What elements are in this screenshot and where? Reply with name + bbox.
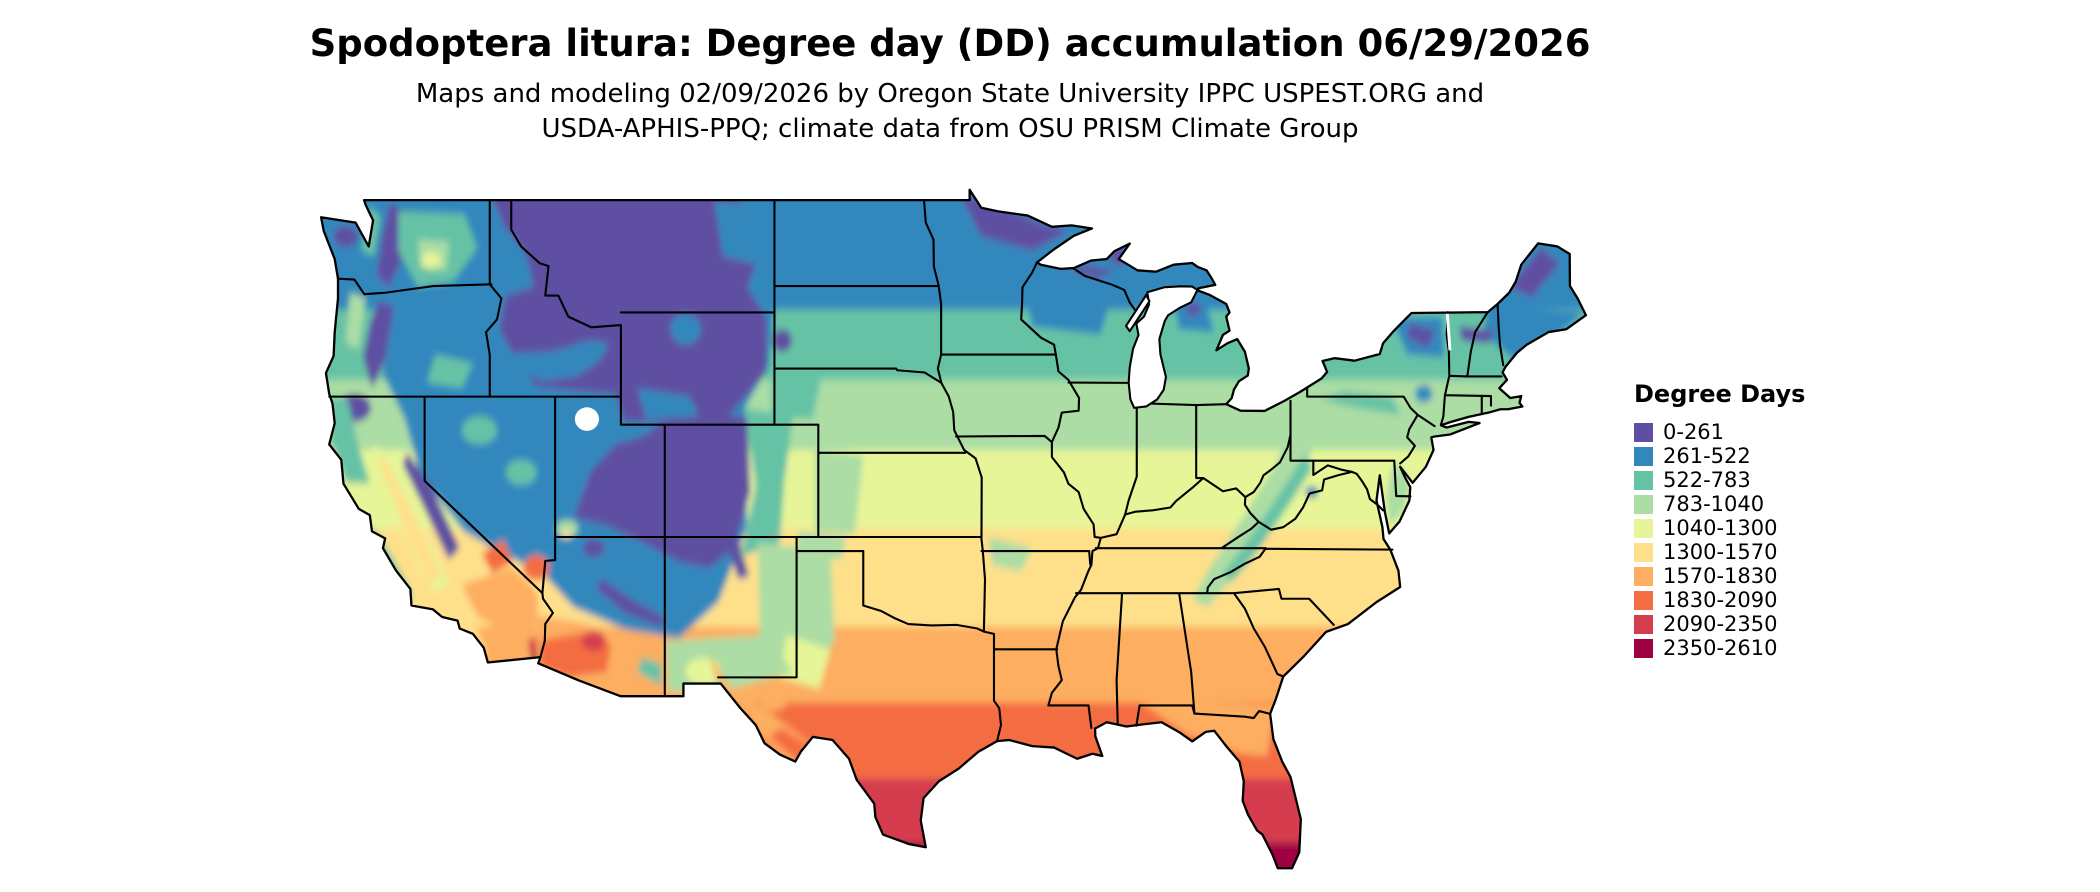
attribution: Maps and modeling 02/09/2026 by Oregon S… [0, 77, 1900, 147]
legend-label: 1830-2090 [1663, 588, 1778, 612]
lake-michigan [1129, 286, 1198, 408]
legend-row: 1040-1300 [1634, 516, 1805, 540]
attribution-line-1: Maps and modeling 02/09/2026 by Oregon S… [415, 79, 1485, 109]
legend-swatch [1634, 590, 1653, 610]
legend-row: 783-1040 [1634, 492, 1805, 516]
legend-swatch [1634, 518, 1653, 538]
legend-swatch [1634, 566, 1653, 586]
map-container [304, 186, 1598, 888]
legend-row: 261-522 [1634, 444, 1805, 468]
legend-items: 0-261 261-522 522-783 783-1040 1040-1300… [1634, 420, 1805, 660]
legend-swatch [1634, 494, 1653, 514]
legend-row: 1570-1830 [1634, 564, 1805, 588]
legend-label: 0-261 [1663, 420, 1725, 444]
great-salt-lake [574, 407, 599, 431]
legend-swatch [1634, 614, 1653, 634]
legend-swatch [1634, 422, 1653, 442]
legend-swatch [1634, 470, 1653, 490]
legend-label: 261-522 [1663, 444, 1751, 468]
legend-row: 2350-2610 [1634, 636, 1805, 660]
legend-row: 1300-1570 [1634, 540, 1805, 564]
legend-swatch [1634, 446, 1653, 466]
legend-title: Degree Days [1634, 380, 1806, 408]
legend-label: 783-1040 [1663, 492, 1765, 516]
state-borders [329, 200, 1503, 741]
legend-label: 2350-2610 [1663, 636, 1778, 660]
green-bay [1126, 295, 1149, 331]
legend-row: 1830-2090 [1634, 588, 1805, 612]
legend-row: 2090-2350 [1634, 612, 1805, 636]
legend-swatch [1634, 638, 1653, 658]
legend-label: 2090-2350 [1663, 612, 1778, 636]
page-title: Spodoptera litura: Degree day (DD) accum… [309, 22, 1591, 65]
legend: Degree Days 0-261 261-522 522-783 783-10… [1634, 380, 1805, 660]
legend-label: 522-783 [1663, 468, 1751, 492]
legend-label: 1570-1830 [1663, 564, 1778, 588]
lake-champlain [1447, 314, 1450, 350]
us-map [304, 186, 1598, 888]
great-lakes [1126, 286, 1450, 408]
legend-row: 0-261 [1634, 420, 1805, 444]
legend-label: 1040-1300 [1663, 516, 1778, 540]
header: Spodoptera litura: Degree day (DD) accum… [0, 22, 1900, 147]
legend-swatch [1634, 542, 1653, 562]
attribution-line-2: USDA-APHIS-PPQ; climate data from OSU PR… [541, 114, 1359, 144]
legend-row: 522-783 [1634, 468, 1805, 492]
legend-label: 1300-1570 [1663, 540, 1778, 564]
